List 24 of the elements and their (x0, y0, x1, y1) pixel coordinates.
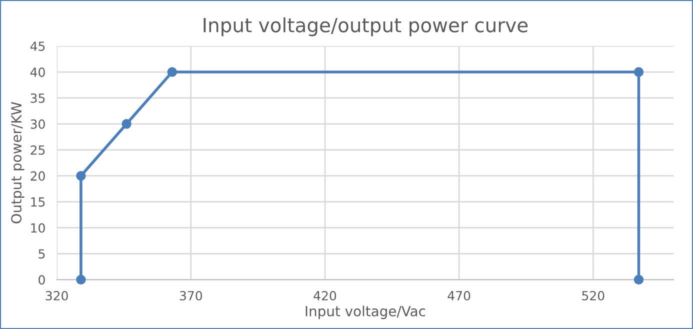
point (167, 67, 177, 77)
y-axis-title: Output power/KW (11, 102, 24, 224)
x-tick-label: 470 (448, 290, 470, 300)
y-tick-label: 0 (38, 275, 45, 285)
y-tick-label: 15 (31, 197, 45, 207)
point (634, 274, 644, 285)
y-tick-label: 35 (30, 93, 45, 103)
point (76, 274, 86, 285)
x-tick-label: 320 (46, 290, 68, 300)
y-tick-label: 10 (31, 223, 45, 233)
x-tick-label: 420 (314, 290, 336, 300)
point (634, 67, 644, 77)
y-tick-label: 20 (30, 171, 45, 181)
point (76, 170, 86, 181)
x-tick-label: 370 (180, 290, 202, 300)
y-tick-label: 5 (38, 249, 45, 259)
y-tick-label: 30 (30, 119, 45, 129)
y-tick-label: 25 (30, 145, 45, 155)
x-axis-title: Input voltage/Vac (306, 306, 426, 320)
chart-title: Input voltage/output power curve (204, 17, 528, 36)
y-tick-label: 45 (30, 42, 45, 51)
x-tick-label: 520 (582, 290, 604, 300)
point (122, 119, 132, 129)
y-tick-label: 40 (30, 67, 45, 77)
